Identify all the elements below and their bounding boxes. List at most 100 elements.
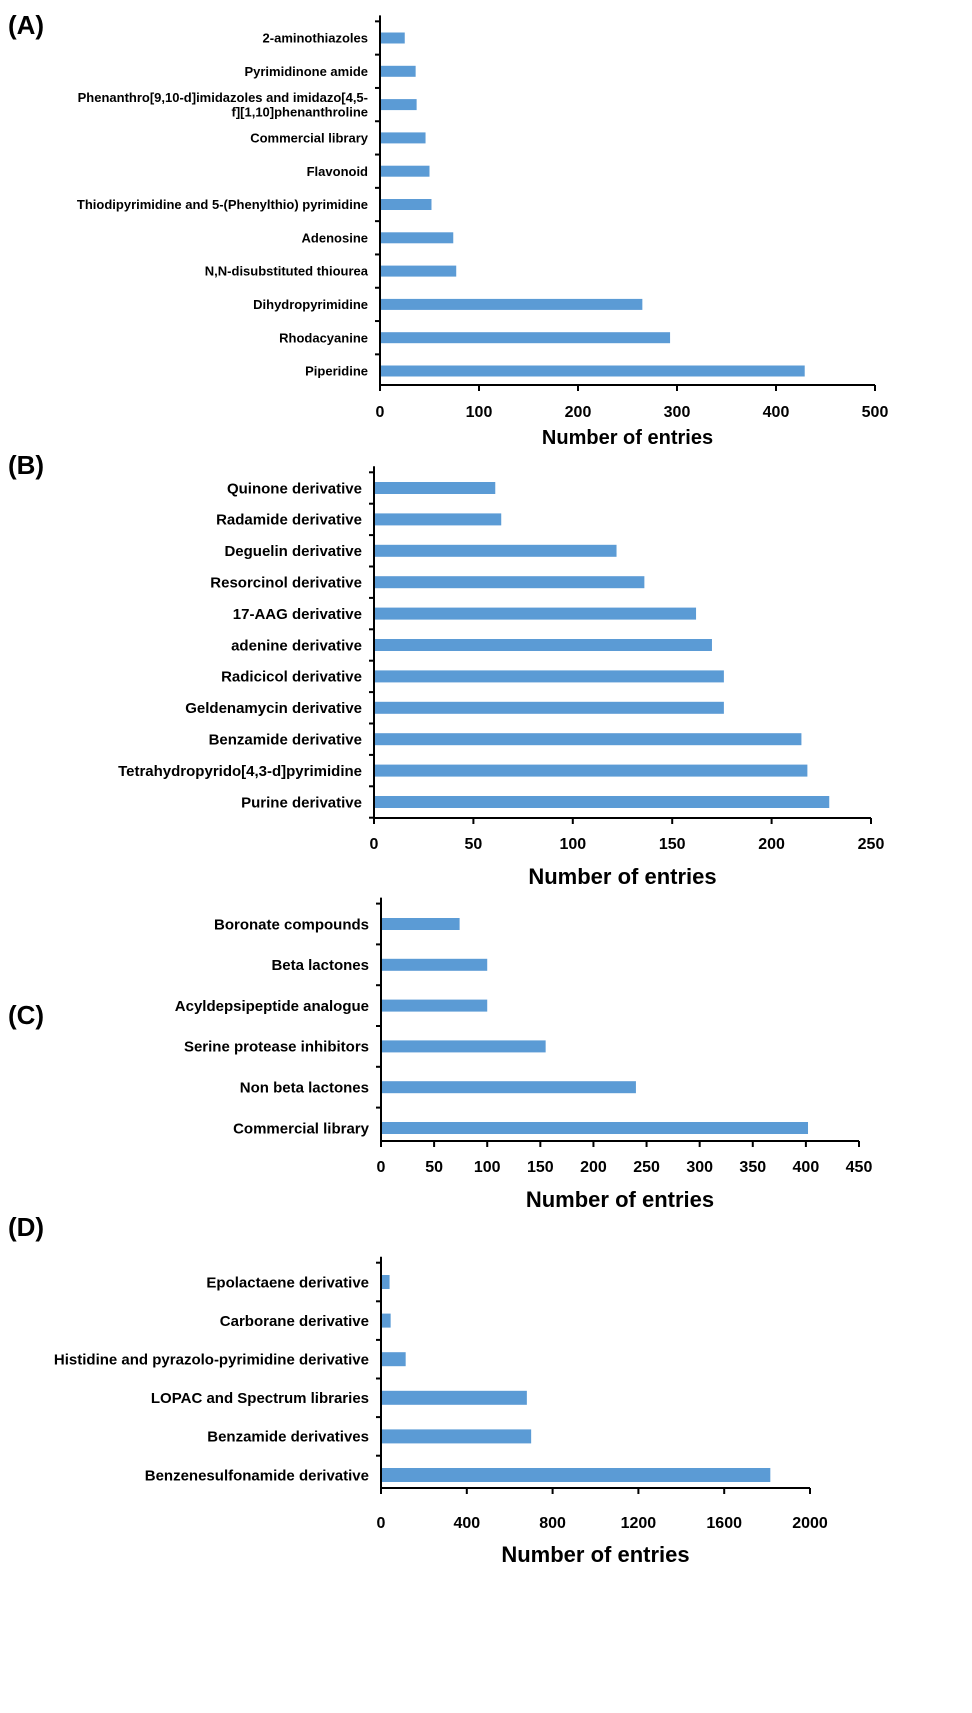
- bar-a-1: [381, 65, 416, 77]
- bar-d-4: [382, 1429, 532, 1444]
- chart-panel-c: (C) Boronate compounds Beta lactones Acylde…: [8, 897, 873, 1212]
- bar-d-0: [382, 1275, 390, 1289]
- chart-panel-d: (D) Epolactaene derivative Carborane deriv…: [8, 1212, 828, 1567]
- bar-c-5: [382, 1122, 809, 1134]
- category-label-d-3: LOPAC and Spectrum libraries: [151, 1390, 369, 1407]
- x-tick-label-a-1: 100: [466, 404, 493, 421]
- x-tick-label-b-1: 50: [465, 836, 483, 853]
- bar-b-10: [375, 796, 830, 808]
- bar-d-2: [382, 1352, 406, 1367]
- x-tick-label-c-9: 450: [846, 1159, 873, 1176]
- x-tick-label-c-3: 150: [527, 1159, 554, 1176]
- category-label-d-2: Histidine and pyrazolo-pyrimidine deriva…: [54, 1351, 369, 1368]
- bar-d-5: [382, 1468, 771, 1482]
- panel-label-c: (C): [8, 1000, 44, 1030]
- x-tick-label-a-2: 200: [565, 404, 592, 421]
- x-tick-label-d-1: 400: [453, 1515, 480, 1532]
- category-label-c-3: Serine protease inhibitors: [184, 1039, 369, 1056]
- category-label-d-5: Benzenesulfonamide derivative: [145, 1467, 369, 1484]
- bar-b-3: [375, 576, 645, 589]
- bar-a-2: [381, 99, 417, 111]
- x-tick-label-c-0: 0: [377, 1159, 386, 1176]
- chart-panel-a: (A) 2-aminothiazoles Pyrimidinone amide Phe…: [8, 10, 888, 449]
- category-label-b-8: Benzamide derivative: [209, 731, 362, 748]
- x-tick-label-a-4: 400: [763, 404, 790, 421]
- x-tick-label-c-5: 250: [633, 1159, 660, 1176]
- chart-panel-b: (B) Quinone derivative Radamide derivative…: [8, 450, 884, 889]
- bar-d-1: [382, 1313, 391, 1328]
- bar-c-2: [382, 999, 488, 1012]
- category-label-b-9: Tetrahydropyrido[4,3-d]pyrimidine: [118, 763, 362, 780]
- category-label-a-9: Rhodacyanine: [279, 330, 368, 345]
- bar-c-4: [382, 1081, 636, 1094]
- x-tick-label-a-3: 300: [664, 404, 691, 421]
- bar-b-1: [375, 513, 502, 526]
- category-label-d-1: Carborane derivative: [220, 1313, 369, 1330]
- category-label-b-3: Resorcinol derivative: [210, 574, 362, 591]
- panel-label-b: (B): [8, 450, 44, 480]
- bar-b-5: [375, 639, 712, 651]
- category-label-c-1: Beta lactones: [271, 957, 369, 974]
- category-label-a-6: Adenosine: [302, 230, 368, 245]
- x-tick-label-c-1: 50: [425, 1159, 443, 1176]
- bar-b-9: [375, 764, 808, 777]
- bar-a-0: [381, 32, 405, 44]
- panel-label-a: (A): [8, 10, 44, 40]
- category-label-b-1: Radamide derivative: [216, 512, 362, 529]
- category-label-a-0: 2-aminothiazoles: [263, 31, 368, 46]
- x-tick-label-b-3: 150: [659, 836, 686, 853]
- category-label-b-6: Radicicol derivative: [221, 669, 362, 686]
- bar-b-4: [375, 607, 697, 620]
- panel-label-d: (D): [8, 1212, 44, 1242]
- bar-a-4: [381, 165, 430, 177]
- x-tick-label-b-5: 250: [858, 836, 885, 853]
- bar-a-6: [381, 232, 454, 244]
- bar-d-3: [382, 1390, 527, 1405]
- bar-b-2: [375, 544, 617, 557]
- bar-c-0: [382, 918, 460, 930]
- x-tick-label-c-2: 100: [474, 1159, 501, 1176]
- bar-b-8: [375, 733, 802, 746]
- x-tick-label-d-3: 1200: [621, 1515, 657, 1532]
- bar-a-3: [381, 132, 426, 144]
- category-label-a-10: Piperidine: [305, 364, 368, 379]
- category-label-c-4: Non beta lactones: [240, 1079, 369, 1096]
- bar-c-3: [382, 1040, 546, 1053]
- x-tick-label-c-4: 200: [580, 1159, 607, 1176]
- bar-b-6: [375, 670, 724, 683]
- x-tick-label-c-8: 400: [793, 1159, 820, 1176]
- bar-a-5: [381, 199, 432, 210]
- category-label-b-7: Geldenamycin derivative: [185, 700, 362, 717]
- x-tick-label-d-4: 1600: [706, 1515, 742, 1532]
- x-tick-label-c-6: 300: [686, 1159, 713, 1176]
- category-label-a-3: Commercial library: [250, 130, 369, 145]
- category-label-c-0: Boronate compounds: [214, 916, 369, 933]
- category-label-a-5: Thiodipyrimidine and 5-(Phenylthio) pyri…: [77, 197, 368, 212]
- category-label-b-2: Deguelin derivative: [224, 543, 362, 560]
- x-tick-label-b-4: 200: [758, 836, 785, 853]
- category-label-a-4: Flavonoid: [307, 164, 368, 179]
- category-label-b-10: Purine derivative: [241, 794, 362, 811]
- x-tick-label-b-0: 0: [370, 836, 379, 853]
- x-tick-label-a-0: 0: [376, 404, 385, 421]
- x-axis-title-d: Number of entries: [501, 1542, 689, 1567]
- x-tick-label-c-7: 350: [739, 1159, 766, 1176]
- category-label-a-2: Phenanthro[9,10-d]imidazoles and imidazo…: [78, 90, 368, 119]
- category-label-d-4: Benzamide derivatives: [207, 1429, 369, 1446]
- category-label-b-4: 17-AAG derivative: [233, 606, 362, 623]
- bar-a-7: [381, 265, 457, 277]
- x-tick-label-a-5: 500: [862, 404, 889, 421]
- bar-b-7: [375, 701, 724, 714]
- x-axis-title-c: Number of entries: [526, 1187, 714, 1212]
- bar-a-8: [381, 298, 643, 310]
- category-label-a-7: N,N-disubstituted thiourea: [205, 264, 369, 279]
- category-label-c-2: Acyldepsipeptide analogue: [175, 998, 369, 1015]
- bar-a-10: [381, 365, 805, 377]
- category-label-c-5: Commercial library: [233, 1120, 370, 1137]
- category-label-b-5: adenine derivative: [231, 637, 362, 654]
- bar-a-9: [381, 332, 671, 344]
- x-tick-label-d-5: 2000: [792, 1515, 828, 1532]
- bar-b-0: [375, 482, 496, 494]
- x-axis-title-b: Number of entries: [528, 864, 716, 889]
